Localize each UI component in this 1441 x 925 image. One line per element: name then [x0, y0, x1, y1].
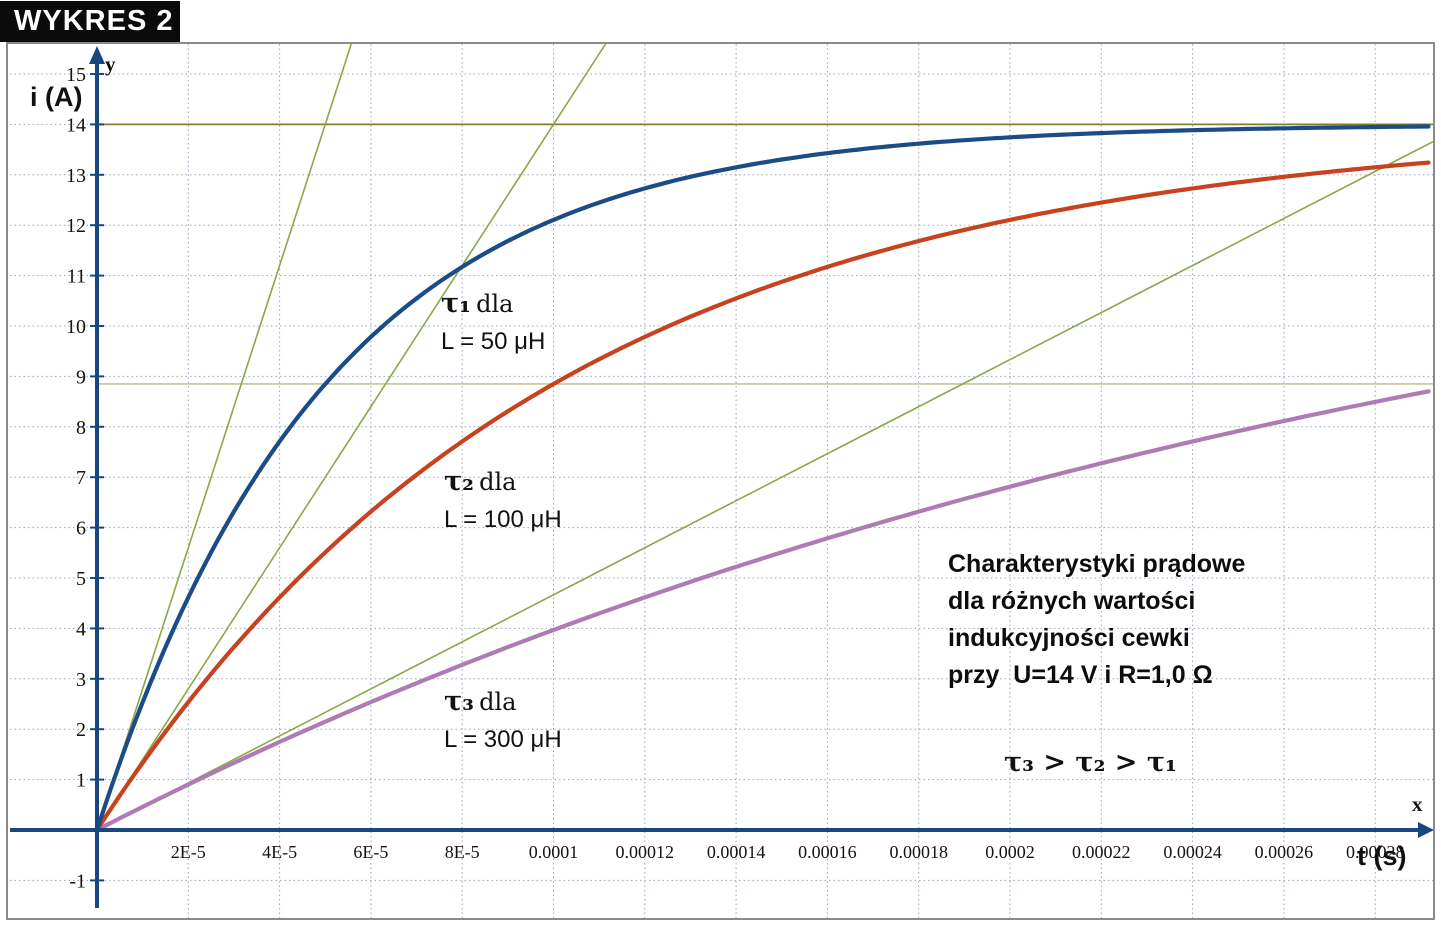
- y-tick-label: 11: [67, 266, 86, 288]
- curve-τ1: [94, 124, 1431, 833]
- x-tick-label: 6E-5: [353, 842, 388, 862]
- info-box: Charakterystyki prądowe dla różnych wart…: [948, 546, 1245, 694]
- x-tick-label: 0.00016: [798, 842, 857, 862]
- x-axis-title: t (s): [1357, 841, 1407, 871]
- info-line-1: Charakterystyki prądowe: [948, 550, 1246, 578]
- y-tick-label: 7: [76, 467, 86, 489]
- x-tick-label: 2E-5: [171, 842, 206, 862]
- x-axis-letter: x: [1412, 792, 1423, 816]
- tangent-line-τ2: [96, 43, 607, 831]
- x-tick-label: 0.00014: [707, 842, 766, 862]
- label-tau1: τ₁ dla L = 50 μH: [441, 288, 545, 356]
- tau-inequality: τ₃ > τ₂ > τ₁: [1004, 747, 1177, 778]
- x-axis-arrow: [1418, 822, 1434, 838]
- y-tick-label: -1: [69, 870, 86, 892]
- tau2-symbol: τ₂: [444, 466, 474, 497]
- y-tick-label: 14: [66, 114, 86, 136]
- info-line-3: indukcyjności cewki: [948, 624, 1190, 652]
- y-tick-label: 8: [76, 417, 86, 439]
- tau3-word: dla: [479, 688, 517, 716]
- tau2-word: dla: [479, 468, 517, 496]
- y-tick-label: 6: [76, 518, 86, 540]
- y-axis-letter: y: [105, 52, 116, 76]
- x-tick-label: 0.00028: [1346, 842, 1405, 862]
- x-tick-label: 0.00012: [616, 842, 675, 862]
- x-tick-label: 0.00026: [1255, 842, 1314, 862]
- x-tick-label: 0.00018: [889, 842, 948, 862]
- y-tick-label: 9: [76, 366, 86, 388]
- y-tick-label: 2: [76, 719, 86, 741]
- x-tick-label: 4E-5: [262, 842, 297, 862]
- y-axis-arrow: [89, 46, 105, 64]
- tau1-symbol: τ₁: [441, 288, 471, 319]
- tau1-inductance: L = 50 μH: [441, 328, 546, 355]
- x-tick-label: 0.00022: [1072, 842, 1131, 862]
- y-tick-label: 10: [66, 316, 86, 338]
- y-tick-label: 12: [66, 215, 86, 237]
- y-axis-title: i (A): [30, 82, 83, 112]
- y-tick-label: 15: [66, 64, 86, 86]
- info-line-4: przy U=14 V i R=1,0 Ω: [948, 661, 1213, 689]
- y-tick-label: 1: [76, 770, 86, 792]
- y-tick-label: 4: [76, 618, 86, 640]
- tau3-symbol: τ₃: [444, 686, 474, 717]
- tau2-inductance: L = 100 μH: [444, 506, 562, 533]
- tangent-line-τ1: [96, 43, 353, 831]
- x-tick-label: 0.00024: [1163, 842, 1222, 862]
- curve-τ3: [94, 389, 1431, 833]
- info-line-2: dla różnych wartości: [948, 587, 1196, 615]
- chart-title-badge: WYKRES 2: [0, 1, 180, 42]
- curve-τ2: [94, 160, 1431, 833]
- label-tau2: τ₂ dla L = 100 μH: [444, 466, 562, 534]
- label-tau3: τ₃ dla L = 300 μH: [444, 686, 562, 754]
- y-tick-label: 13: [66, 165, 86, 187]
- x-tick-label: 0.0001: [529, 842, 579, 862]
- x-tick-label: 8E-5: [445, 842, 480, 862]
- y-tick-label: 3: [76, 669, 86, 691]
- tangent-line-τ3: [96, 140, 1434, 831]
- y-tick-label: 5: [76, 568, 86, 590]
- x-tick-label: 0.0002: [985, 842, 1035, 862]
- tau1-word: dla: [476, 290, 514, 318]
- tau3-inductance: L = 300 μH: [444, 726, 562, 753]
